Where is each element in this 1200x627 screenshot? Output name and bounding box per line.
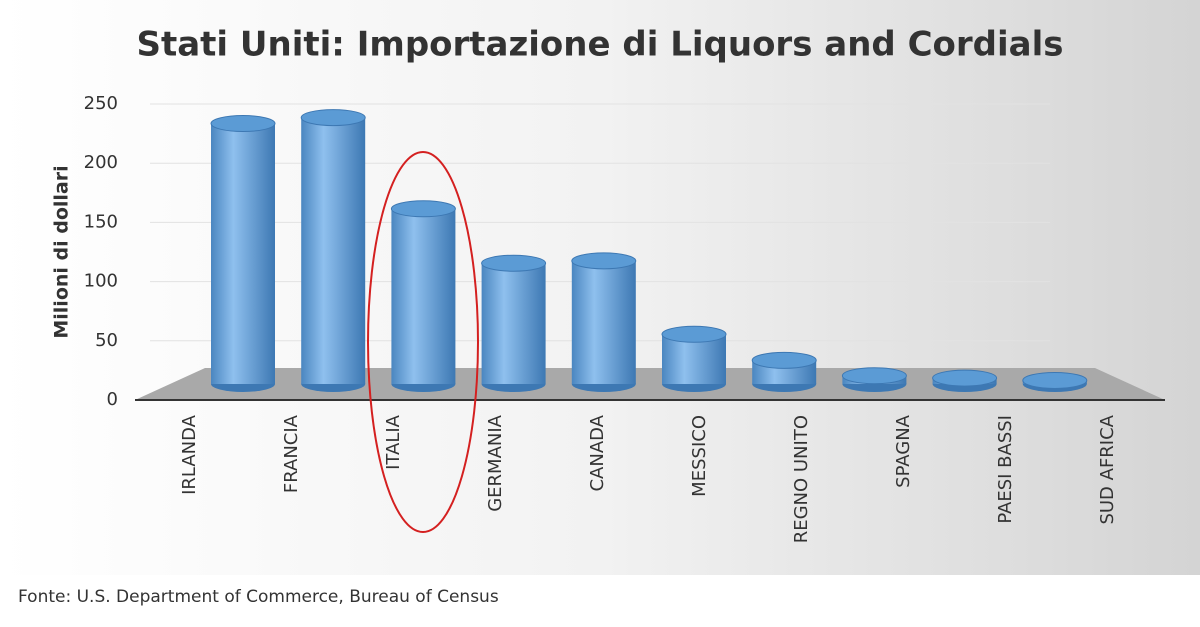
highlight-ellipse	[367, 151, 479, 533]
y-tick-label: 150	[84, 211, 118, 232]
bar	[391, 208, 456, 384]
x-tick-label: MESSICO	[689, 415, 710, 497]
x-tick-label: FRANCIA	[281, 414, 302, 493]
x-tick-label: GERMANIA	[485, 414, 506, 511]
x-tick-label: CANADA	[587, 414, 608, 491]
y-axis-label: Milioni di dollari	[51, 165, 73, 338]
bar-top	[841, 367, 907, 385]
bar	[571, 260, 636, 384]
chart-title: Stati Uniti: Importazione di Liquors and…	[137, 25, 1064, 65]
bar-top	[751, 351, 817, 369]
bar-top	[300, 109, 366, 127]
bar-top	[390, 200, 456, 218]
bar	[301, 117, 366, 384]
bar-top	[1022, 371, 1088, 389]
bar-top	[481, 254, 547, 272]
bar	[481, 263, 546, 384]
y-tick-label: 250	[84, 93, 118, 114]
bar-top	[571, 252, 637, 270]
x-tick-label: IRLANDA	[179, 414, 200, 495]
x-tick-label: SPAGNA	[893, 414, 914, 488]
x-tick-label: ITALIA	[383, 414, 404, 470]
x-tick-label: PAESI BASSI	[995, 415, 1016, 524]
x-tick-label: REGNO UNITO	[791, 415, 812, 543]
bar-top	[661, 325, 727, 343]
source-note: Fonte: U.S. Department of Commerce, Bure…	[18, 587, 499, 607]
y-tick-label: 50	[95, 330, 118, 351]
bar-top	[210, 115, 276, 133]
y-tick-label: 200	[84, 152, 118, 173]
floor	[135, 368, 1165, 400]
bar	[211, 123, 275, 385]
y-tick-label: 0	[107, 389, 118, 410]
x-tick-label: SUD AFRICA	[1097, 414, 1118, 524]
bar-top	[932, 369, 998, 387]
y-tick-label: 100	[84, 271, 118, 292]
